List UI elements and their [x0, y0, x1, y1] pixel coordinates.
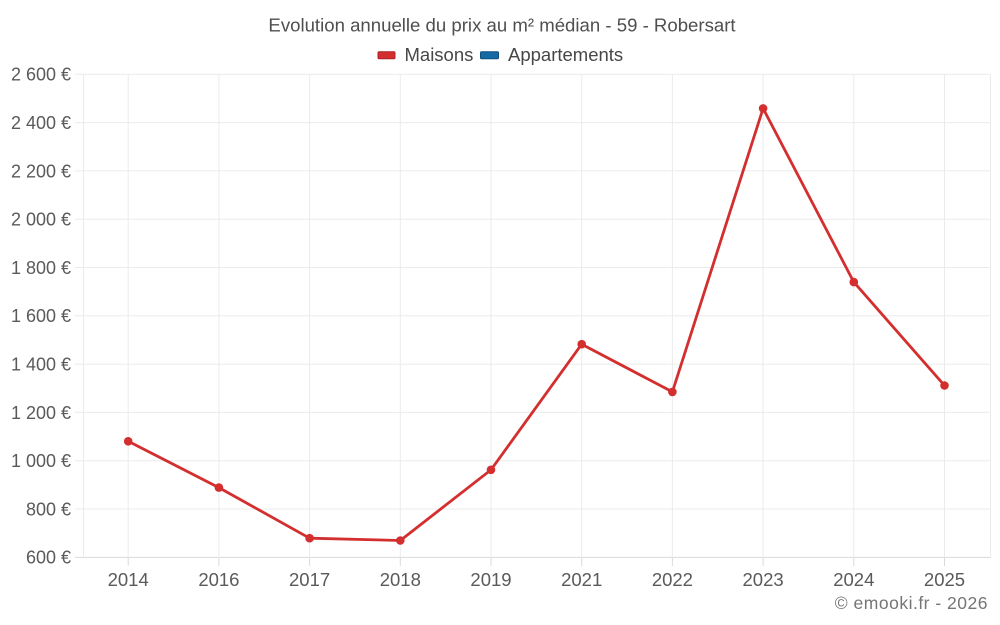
- svg-text:1 600 €: 1 600 €: [11, 306, 71, 326]
- svg-text:2023: 2023: [743, 569, 784, 590]
- svg-text:1 000 €: 1 000 €: [11, 451, 71, 471]
- svg-text:1 800 €: 1 800 €: [11, 258, 71, 278]
- svg-text:1 400 €: 1 400 €: [11, 355, 71, 375]
- svg-text:1 200 €: 1 200 €: [11, 403, 71, 423]
- svg-text:2 400 €: 2 400 €: [11, 113, 71, 133]
- svg-text:2022: 2022: [652, 569, 693, 590]
- svg-text:2016: 2016: [198, 569, 239, 590]
- svg-text:2024: 2024: [833, 569, 874, 590]
- svg-text:2021: 2021: [561, 569, 602, 590]
- svg-text:600 €: 600 €: [26, 548, 71, 568]
- svg-text:2 200 €: 2 200 €: [11, 161, 71, 181]
- svg-text:2019: 2019: [470, 569, 511, 590]
- svg-text:Evolution annuelle du prix au: Evolution annuelle du prix au m² médian …: [268, 15, 736, 36]
- svg-text:2 600 €: 2 600 €: [11, 65, 71, 85]
- svg-text:2018: 2018: [380, 569, 421, 590]
- svg-text:2017: 2017: [289, 569, 330, 590]
- svg-text:Maisons: Maisons: [405, 44, 474, 65]
- svg-text:2 000 €: 2 000 €: [11, 210, 71, 230]
- svg-text:© emooki.fr - 2026: © emooki.fr - 2026: [835, 593, 988, 613]
- svg-text:2014: 2014: [108, 569, 149, 590]
- svg-text:Appartements: Appartements: [508, 44, 623, 65]
- svg-text:800 €: 800 €: [26, 499, 71, 519]
- svg-text:2025: 2025: [924, 569, 965, 590]
